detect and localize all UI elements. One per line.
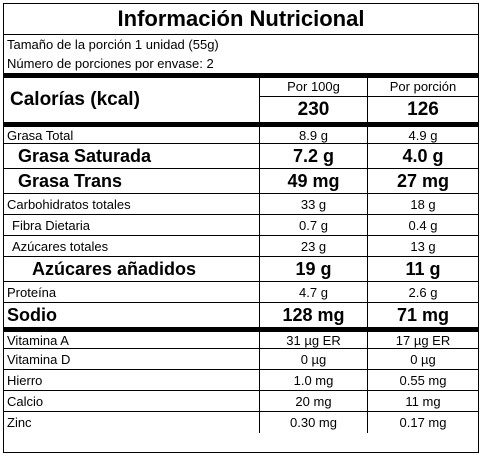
nutrient-per-portion: 27 mg xyxy=(367,169,478,193)
nutrient-per-portion: 4.9 g xyxy=(367,127,478,143)
vitamin-per-portion: 0.55 mg xyxy=(367,370,478,390)
vitamin-per-100g: 0 µg xyxy=(259,349,367,369)
nutrient-name: Sodio xyxy=(7,304,57,325)
nutrient-row-grasa-total: Grasa Total 8.9 g 4.9 g xyxy=(4,123,478,144)
nutrient-per-100g: 7.2 g xyxy=(259,144,367,168)
vitamin-row-vitamina-a: Vitamina A 31 µg ER 17 µg ER xyxy=(4,328,478,349)
nutrient-per-portion: 4.0 g xyxy=(367,144,478,168)
nutrient-per-portion: 0.4 g xyxy=(367,215,478,235)
nutrient-per-portion: 71 mg xyxy=(367,303,478,327)
nutrient-row-grasa-trans: Grasa Trans 49 mg 27 mg xyxy=(4,169,478,194)
serving-size: Tamaño de la porción 1 unidad (55g) xyxy=(7,37,219,52)
calories-label: Calorías (kcal) xyxy=(10,89,140,110)
nutrient-row-azucares-totales: Azúcares totales 23 g 13 g xyxy=(4,236,478,257)
nutrient-per-portion: 18 g xyxy=(367,194,478,214)
vitamin-name: Zinc xyxy=(7,415,32,430)
vitamin-per-portion: 11 mg xyxy=(367,391,478,411)
calories-per-100g: 230 xyxy=(297,98,330,120)
nutrient-row-carbohidratos: Carbohidratos totales 33 g 18 g xyxy=(4,194,478,215)
vitamin-row-calcio: Calcio 20 mg 11 mg xyxy=(4,391,478,412)
vitamin-per-100g: 0.30 mg xyxy=(259,412,367,433)
vitamin-name: Calcio xyxy=(7,393,44,409)
nutrient-row-proteina: Proteína 4.7 g 2.6 g xyxy=(4,282,478,303)
per-portion-header: Por porción xyxy=(368,78,478,97)
nutrient-per-100g: 4.7 g xyxy=(259,282,367,302)
nutrient-per-portion: 13 g xyxy=(367,236,478,256)
nutrient-per-100g: 8.9 g xyxy=(259,127,367,143)
per-100g-column: Por 100g 230 xyxy=(259,78,367,122)
nutrient-row-sodio: Sodio 128 mg 71 mg xyxy=(4,303,478,328)
per-100g-header: Por 100g xyxy=(260,78,367,97)
nutrient-name: Carbohidratos totales xyxy=(7,196,131,212)
vitamin-per-portion: 0.17 mg xyxy=(367,412,478,433)
vitamin-row-hierro: Hierro 1.0 mg 0.55 mg xyxy=(4,370,478,391)
nutrition-facts-label: Información Nutricional Tamaño de la por… xyxy=(3,3,479,453)
nutrient-per-100g: 0.7 g xyxy=(259,215,367,235)
nutrient-row-azucares-anadidos: Azúcares añadidos 19 g 11 g xyxy=(4,257,478,282)
nutrient-name: Grasa Total xyxy=(7,127,74,143)
nutrient-name: Grasa Trans xyxy=(18,170,123,191)
nutrient-per-portion: 2.6 g xyxy=(367,282,478,302)
nutrient-per-100g: 128 mg xyxy=(259,303,367,327)
vitamin-per-100g: 1.0 mg xyxy=(259,370,367,390)
nutrient-name: Azúcares añadidos xyxy=(32,258,197,279)
nutrient-name: Proteína xyxy=(7,284,57,300)
calories-header-row: Calorías (kcal) Por 100g 230 Por porción… xyxy=(4,73,478,123)
nutrient-name: Azúcares totales xyxy=(12,238,109,254)
nutrient-per-portion: 11 g xyxy=(367,257,478,281)
nutrient-per-100g: 33 g xyxy=(259,194,367,214)
label-title: Información Nutricional xyxy=(4,4,478,35)
per-portion-column: Por porción 126 xyxy=(367,78,478,122)
vitamin-per-100g: 20 mg xyxy=(259,391,367,411)
vitamin-per-portion: 17 µg ER xyxy=(367,332,478,348)
nutrient-per-100g: 19 g xyxy=(259,257,367,281)
vitamin-name: Vitamina D xyxy=(7,351,71,367)
calories-per-portion: 126 xyxy=(407,98,439,120)
vitamin-per-portion: 0 µg xyxy=(367,349,478,369)
vitamin-name: Hierro xyxy=(7,372,43,388)
vitamin-row-vitamina-d: Vitamina D 0 µg 0 µg xyxy=(4,349,478,370)
nutrient-row-fibra: Fibra Dietaria 0.7 g 0.4 g xyxy=(4,215,478,236)
nutrient-row-grasa-saturada: Grasa Saturada 7.2 g 4.0 g xyxy=(4,144,478,169)
nutrient-name: Grasa Saturada xyxy=(18,145,152,166)
nutrient-name: Fibra Dietaria xyxy=(12,217,91,233)
vitamin-row-zinc: Zinc 0.30 mg 0.17 mg xyxy=(4,412,478,433)
servings-per-container: Número de porciones por envase: 2 xyxy=(7,56,214,71)
nutrient-per-100g: 23 g xyxy=(259,236,367,256)
vitamin-name: Vitamina A xyxy=(7,332,69,348)
nutrient-per-100g: 49 mg xyxy=(259,169,367,193)
vitamin-per-100g: 31 µg ER xyxy=(259,332,367,348)
